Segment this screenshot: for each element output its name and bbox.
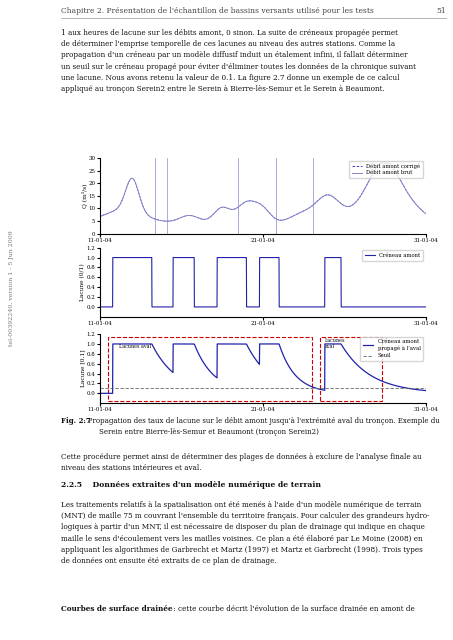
Text: Les traitements relatifs à la spatialisation ont été menés à l'aide d'un modèle : Les traitements relatifs à la spatialisa… <box>61 500 430 565</box>
Y-axis label: Q (m³/s): Q (m³/s) <box>81 184 87 208</box>
Text: Lacunes aval: Lacunes aval <box>119 344 151 349</box>
Bar <box>108 337 312 401</box>
Legend: Créneau amont: Créneau amont <box>362 250 423 260</box>
Text: Cette procédure permet ainsi de déterminer des plages de données à exclure de l': Cette procédure permet ainsi de détermin… <box>61 452 422 472</box>
Text: : Propagation des taux de lacune sur le débit amont jusqu'à l'extrémité aval du : : Propagation des taux de lacune sur le … <box>81 417 440 436</box>
Y-axis label: Lacune (0/1): Lacune (0/1) <box>80 264 85 301</box>
Legend: Débit amont corrigé, Débit amont brut: Débit amont corrigé, Débit amont brut <box>349 161 423 178</box>
Text: Lacunes
aval: Lacunes aval <box>325 338 345 349</box>
Text: tel-00392240, version 1 - 5 Jun 2009: tel-00392240, version 1 - 5 Jun 2009 <box>9 230 14 346</box>
Bar <box>320 337 382 401</box>
Text: Chapitre 2. Présentation de l'échantillon de bassins versants utilisé pour les t: Chapitre 2. Présentation de l'échantillo… <box>61 6 374 15</box>
Legend: Créneau amont
propagé à l'aval, Seuil: Créneau amont propagé à l'aval, Seuil <box>360 337 423 361</box>
Text: 51: 51 <box>436 6 446 15</box>
Text: 1 aux heures de lacune sur les débits amont, 0 sinon. La suite de créneaux propa: 1 aux heures de lacune sur les débits am… <box>61 29 416 93</box>
Text: Fig. 2.7: Fig. 2.7 <box>61 417 91 426</box>
Text: Courbes de surface drainée: Courbes de surface drainée <box>61 605 173 613</box>
Text: : cette courbe décrit l'évolution de la surface drainée en amont de: : cette courbe décrit l'évolution de la … <box>171 605 414 613</box>
Text: 2.2.5    Données extraites d'un modèle numérique de terrain: 2.2.5 Données extraites d'un modèle numé… <box>61 481 321 489</box>
Y-axis label: Lacune [0,1]: Lacune [0,1] <box>80 350 85 387</box>
